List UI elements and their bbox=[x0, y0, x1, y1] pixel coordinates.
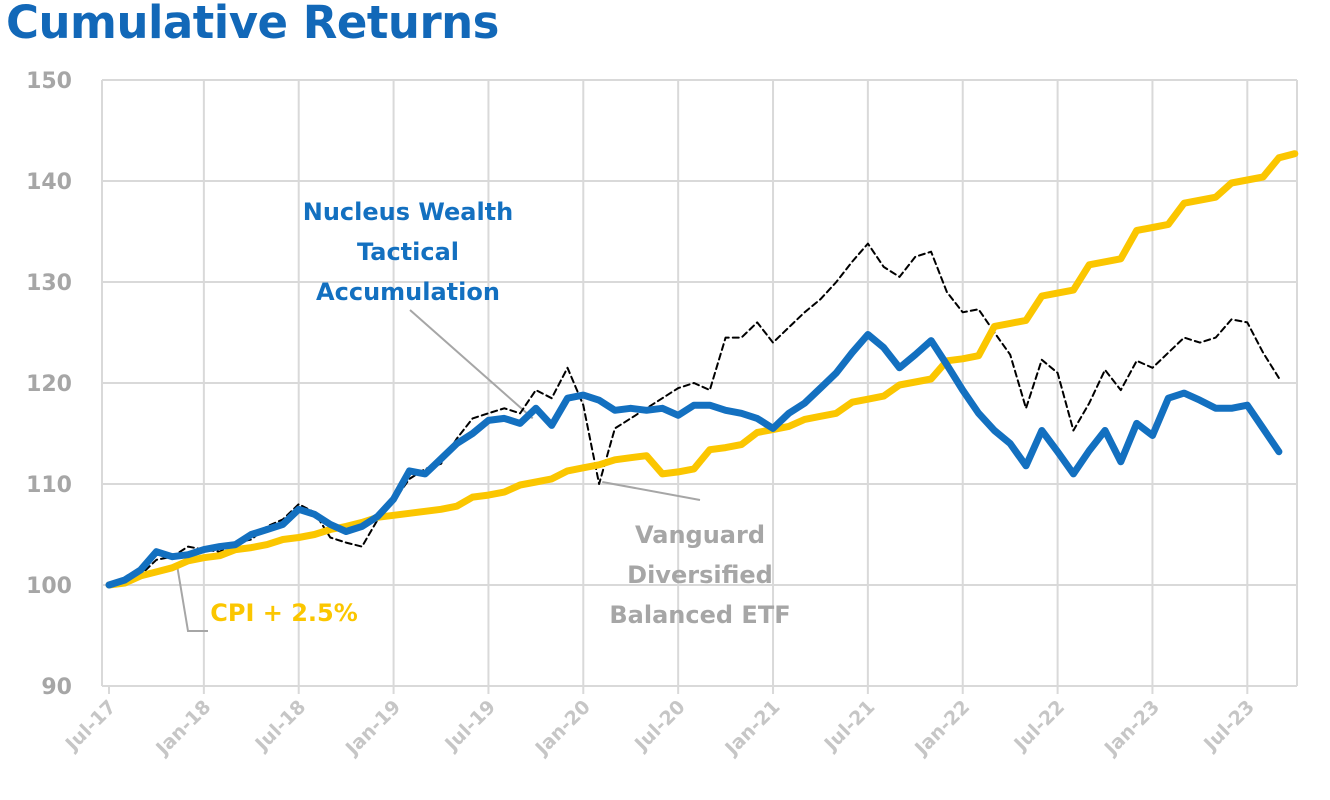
annotation-label: Nucleus Wealth bbox=[303, 198, 514, 226]
annotation-leaders bbox=[175, 309, 701, 632]
x-tick-label: Jul-21 bbox=[819, 696, 879, 756]
y-tick-label: 150 bbox=[26, 69, 72, 94]
x-tick-label: Jan-18 bbox=[151, 696, 216, 761]
x-tick-label: Jan-20 bbox=[530, 696, 595, 761]
y-tick-label: 100 bbox=[26, 574, 72, 599]
axis-labels: 90 100 110 120 130 140 150 Jul-17 Jan-18 Jul-18 Ja… bbox=[26, 69, 1259, 761]
x-tick-label: Jan-22 bbox=[909, 696, 974, 761]
series-line-nucleus bbox=[105, 331, 1283, 589]
annotations: Nucleus Wealth Tactical Accumulation Vangua… bbox=[210, 198, 790, 629]
series-line-cpi bbox=[105, 150, 1299, 589]
y-tick-label: 140 bbox=[26, 170, 72, 195]
annotation-label: CPI + 2.5% bbox=[210, 599, 358, 627]
x-tick-label: Jul-22 bbox=[1009, 696, 1069, 756]
x-tick-label: Jan-23 bbox=[1099, 696, 1164, 761]
annotation-label: Balanced ETF bbox=[609, 601, 790, 629]
x-tick-label: Jul-19 bbox=[440, 696, 500, 756]
x-tick-label: Jul-20 bbox=[629, 696, 689, 756]
annotation-leader-line bbox=[602, 480, 701, 501]
x-tick-label: Jan-21 bbox=[720, 696, 785, 761]
grid bbox=[101, 79, 1298, 694]
annotation-label: Vanguard bbox=[635, 521, 765, 549]
annotation-label: Diversified bbox=[627, 561, 773, 589]
y-tick-label: 130 bbox=[26, 271, 72, 296]
x-tick-label: Jul-18 bbox=[250, 696, 310, 756]
x-tick-label: Jan-19 bbox=[340, 696, 405, 761]
series-line-vanguard bbox=[108, 242, 1280, 586]
annotation-leader-line bbox=[175, 564, 208, 632]
series-lines bbox=[105, 150, 1299, 589]
chart-title: Cumulative Returns bbox=[6, 0, 499, 49]
y-tick-label: 120 bbox=[26, 372, 72, 397]
x-tick-label: Jul-23 bbox=[1198, 696, 1258, 756]
x-tick-label: Jul-17 bbox=[60, 696, 120, 756]
annotation-label: Tactical bbox=[357, 238, 459, 266]
y-tick-label: 90 bbox=[41, 675, 72, 700]
y-tick-label: 110 bbox=[26, 473, 72, 498]
annotation-leader-line bbox=[409, 309, 534, 420]
annotation-label: Accumulation bbox=[316, 278, 500, 306]
